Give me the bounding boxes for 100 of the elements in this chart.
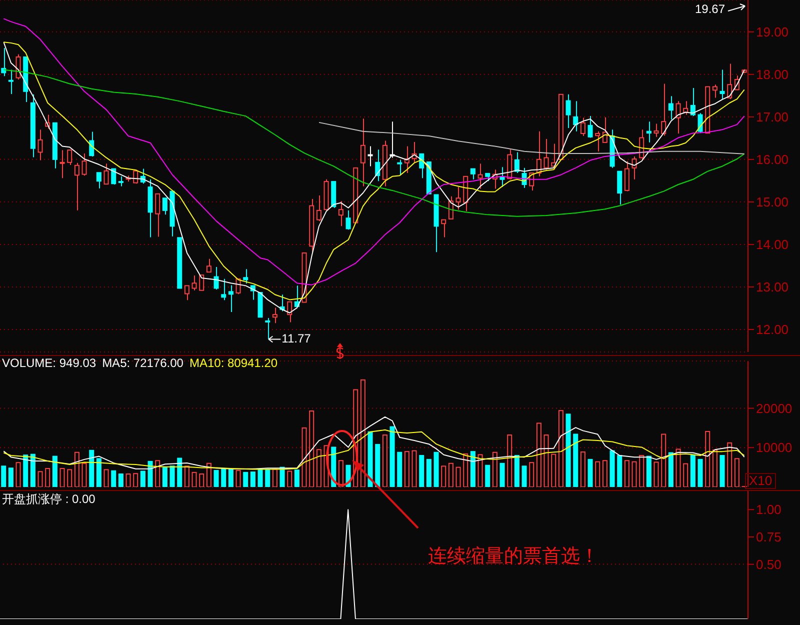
bar [236, 470, 241, 487]
bar [485, 464, 490, 487]
candlestick [8, 69, 14, 94]
bar [375, 444, 380, 487]
bar [382, 434, 388, 487]
bar [272, 468, 278, 487]
bar [140, 470, 146, 487]
bar [45, 468, 50, 487]
bar [522, 466, 527, 487]
bar [265, 469, 270, 487]
candlestick [478, 163, 483, 190]
bar [676, 448, 681, 487]
bar [397, 452, 402, 487]
candlestick [668, 96, 674, 120]
bar [104, 469, 109, 487]
bar [192, 472, 197, 487]
bar [419, 455, 424, 487]
y-tick-label: 18.00 [756, 67, 789, 82]
bar [111, 470, 116, 487]
bar [698, 458, 703, 487]
bar [617, 455, 622, 487]
bar [133, 473, 138, 487]
annotation: 11.77 [282, 331, 312, 346]
candlestick [368, 146, 373, 167]
y-tick-label: 15.00 [756, 194, 789, 210]
bar [316, 449, 322, 487]
bar [492, 452, 498, 487]
bar [177, 458, 182, 487]
bar [639, 455, 644, 487]
bar [60, 468, 65, 487]
candlestick [646, 121, 652, 143]
y-tick-label: 17.00 [756, 110, 789, 125]
bar [170, 466, 175, 487]
bar [52, 456, 58, 487]
y-tick-label: 10000 [756, 440, 792, 456]
bar [602, 460, 608, 487]
chart-title: VOLUME: 949.03 [2, 356, 96, 370]
bar [214, 470, 219, 487]
bar [82, 462, 87, 487]
bar [734, 458, 740, 487]
bar [184, 466, 190, 487]
bar [727, 442, 732, 487]
bar [456, 466, 461, 487]
bar [250, 472, 256, 487]
line-series [3, 416, 745, 470]
bar [228, 468, 234, 487]
bar [38, 471, 43, 487]
bar [536, 422, 542, 487]
bar [566, 414, 571, 487]
bar [705, 430, 710, 487]
line-series [318, 122, 745, 154]
bar [206, 462, 212, 487]
bar [588, 458, 593, 487]
y-tick-label: 19.00 [756, 24, 789, 40]
candlestick [566, 94, 571, 128]
bar [544, 434, 549, 487]
bar [23, 454, 28, 487]
bar [646, 456, 652, 487]
y-tick-label: 1.00 [756, 502, 782, 518]
text: MA10: 80941.20 [189, 356, 278, 370]
y-tick-label: 12.00 [756, 322, 789, 338]
bar [690, 455, 696, 487]
bar [624, 460, 630, 487]
bar [390, 426, 395, 487]
bar [654, 462, 659, 487]
candlestick [654, 123, 659, 138]
bar [221, 468, 226, 487]
bar [287, 470, 292, 487]
bar [668, 452, 674, 487]
bar [338, 460, 344, 487]
bar [162, 467, 168, 487]
bar [463, 453, 468, 487]
bar [434, 452, 439, 487]
y-tick-label: 0.75 [756, 530, 782, 545]
bar [294, 470, 300, 487]
bar [441, 466, 446, 487]
bar [580, 451, 586, 487]
y-tick-label: 14.00 [756, 237, 789, 252]
bar [712, 449, 718, 487]
bar [661, 434, 666, 487]
bar [243, 472, 248, 487]
bar [8, 468, 14, 487]
bar [89, 450, 94, 487]
y-tick-label: 20000 [756, 400, 792, 416]
bar [258, 468, 263, 487]
chart-title: 开盘抓涨停 : 0.00 [2, 492, 96, 506]
text: MA5: 72176.00 [102, 356, 184, 370]
bar [412, 450, 417, 487]
bar [199, 474, 204, 487]
y-tick-label: 0.50 [756, 556, 782, 572]
bar [720, 455, 725, 487]
bar [309, 410, 314, 487]
bar [500, 462, 505, 487]
bar [155, 460, 160, 487]
line-series [3, 429, 745, 470]
bar [30, 454, 36, 487]
annotation: 连续缩量的票首选！ [428, 545, 599, 569]
bar [529, 462, 534, 487]
bar [448, 462, 454, 487]
bar [67, 469, 72, 487]
